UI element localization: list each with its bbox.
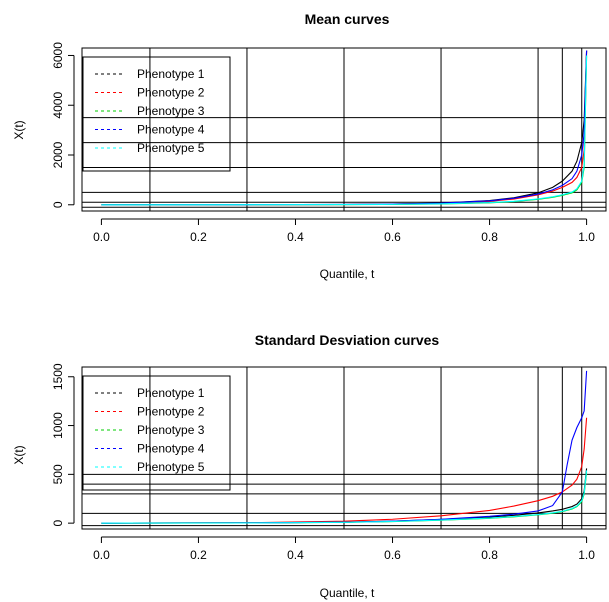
legend-label: Phenotype 2	[137, 405, 205, 419]
x-tick-label: 0.0	[93, 548, 110, 562]
legend: Phenotype 1 Phenotype 2 Phenotype 3 Phenoty…	[82, 56, 231, 172]
y-tick-label: 4000	[51, 92, 65, 119]
x-tick-label: 0.4	[287, 230, 304, 244]
x-tick-label: 1.0	[578, 548, 595, 562]
y-axis-label: X(t)	[12, 445, 26, 464]
y-tick-label: 1500	[51, 363, 65, 390]
x-tick-label: 0.8	[481, 548, 498, 562]
x-tick-label: 0.6	[384, 230, 401, 244]
legend-label: Phenotype 5	[137, 460, 205, 474]
legend-box	[82, 375, 231, 491]
series-line	[101, 470, 588, 524]
x-tick-label: 0.0	[93, 230, 110, 244]
legend-label: Phenotype 3	[137, 423, 205, 437]
plot-frame	[81, 366, 607, 530]
legend-label: Phenotype 4	[137, 442, 205, 456]
x-tick-label: 0.2	[190, 230, 207, 244]
legend-label: Phenotype 3	[137, 104, 205, 118]
legend-label: Phenotype 1	[137, 67, 205, 81]
legend-box	[82, 56, 231, 172]
legend: Phenotype 1 Phenotype 2 Phenotype 3 Phenoty…	[82, 375, 231, 491]
legend-label: Phenotype 5	[137, 141, 205, 155]
y-tick-label: 2000	[51, 141, 65, 168]
y-tick-label: 500	[51, 464, 65, 484]
chart-title: Standard Desviation curves	[255, 332, 440, 348]
chart-title: Mean curves	[305, 11, 390, 27]
legend-label: Phenotype 4	[137, 123, 205, 137]
series-line	[101, 55, 588, 206]
series-line	[101, 417, 588, 524]
y-axis-label: X(t)	[12, 120, 26, 139]
plot-frame	[81, 47, 607, 212]
sd-curves-panel: Standard Desviation curves Quantile, t X…	[12, 332, 607, 600]
y-tick-label: 1000	[51, 412, 65, 439]
x-tick-label: 0.6	[384, 548, 401, 562]
x-axis-label: Quantile, t	[320, 267, 375, 281]
x-tick-label: 0.4	[287, 548, 304, 562]
y-tick-label: 0	[51, 201, 65, 208]
y-tick-label: 6000	[51, 42, 65, 69]
legend-label: Phenotype 2	[137, 86, 205, 100]
x-tick-label: 0.2	[190, 548, 207, 562]
x-tick-label: 1.0	[578, 230, 595, 244]
x-axis-label: Quantile, t	[320, 586, 375, 600]
mean-curves-panel: Mean curves Quantile, t X(t) 0.0 0.2 0.4 0.…	[12, 11, 607, 281]
x-tick-label: 0.8	[481, 230, 498, 244]
legend-label: Phenotype 1	[137, 386, 205, 400]
y-tick-label: 0	[51, 519, 65, 526]
